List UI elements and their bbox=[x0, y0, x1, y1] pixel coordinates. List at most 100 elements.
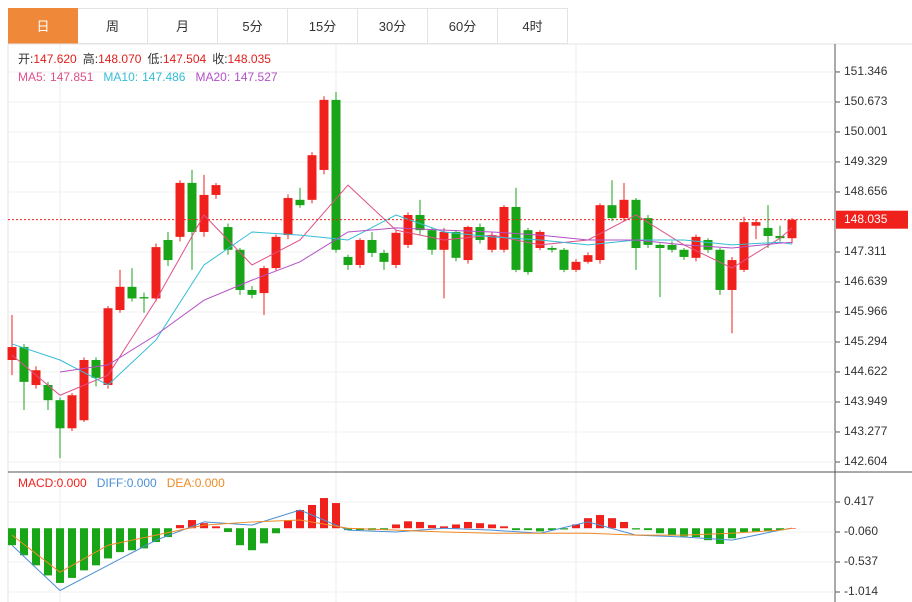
legend-name: MA5: bbox=[18, 70, 46, 84]
macd-bar bbox=[584, 518, 592, 529]
macd-bar bbox=[548, 528, 556, 531]
macd-bar bbox=[68, 528, 76, 578]
macd-bar bbox=[176, 525, 184, 529]
candle-body bbox=[787, 219, 797, 239]
y-tick-label: 147.311 bbox=[844, 244, 887, 258]
macd-bar bbox=[692, 528, 700, 538]
macd-bar bbox=[140, 528, 148, 549]
y-tick-label: -1.014 bbox=[844, 584, 878, 598]
macd-bar bbox=[248, 528, 256, 551]
y-tick-label: 144.622 bbox=[844, 364, 888, 378]
last-price-tag bbox=[836, 210, 908, 229]
candle-body bbox=[439, 231, 449, 250]
candle-body bbox=[523, 230, 533, 273]
macd-bar bbox=[512, 528, 520, 531]
candle-body bbox=[115, 286, 125, 311]
candle-body bbox=[43, 384, 53, 401]
legend-value: 147.851 bbox=[50, 70, 94, 84]
legend-value: 0.000 bbox=[127, 476, 157, 490]
candle-body bbox=[739, 222, 749, 270]
macd-bar bbox=[680, 528, 688, 537]
candle-body bbox=[775, 235, 785, 239]
candle-body bbox=[631, 199, 641, 249]
legend-name: DIFF: bbox=[97, 476, 127, 490]
y-tick-label: 151.346 bbox=[844, 64, 888, 78]
candle-body bbox=[319, 99, 329, 170]
candle-body bbox=[103, 308, 113, 385]
macd-bar bbox=[464, 521, 472, 529]
candle-body bbox=[463, 227, 473, 261]
candle-body bbox=[355, 239, 365, 265]
readout-value: 148.070 bbox=[98, 52, 142, 66]
macd-bar bbox=[644, 528, 652, 531]
candle-body bbox=[247, 289, 257, 295]
candle-body bbox=[139, 297, 149, 299]
macd-bar bbox=[200, 523, 208, 529]
readout-value: 147.620 bbox=[33, 52, 77, 66]
candle-body bbox=[187, 182, 197, 232]
y-tick-label: 145.294 bbox=[844, 334, 888, 348]
macd-bar bbox=[212, 526, 220, 529]
candle-body bbox=[307, 155, 317, 200]
macd-bar bbox=[128, 528, 136, 551]
macd-bar bbox=[104, 528, 112, 559]
candle-body bbox=[763, 227, 773, 236]
macd-bar bbox=[440, 526, 448, 529]
macd-bar bbox=[284, 520, 292, 529]
macd-bar bbox=[428, 525, 436, 529]
candle-body bbox=[79, 360, 89, 421]
candle-body bbox=[199, 194, 209, 232]
macd-bar bbox=[260, 528, 268, 544]
macd-bar bbox=[296, 509, 304, 529]
macd-bar bbox=[560, 528, 568, 530]
candle-body bbox=[487, 235, 497, 250]
macd-bar bbox=[608, 518, 616, 529]
macd-bar bbox=[764, 528, 772, 532]
y-tick-label: 143.277 bbox=[844, 424, 888, 438]
readout-name: 低: bbox=[147, 52, 162, 66]
macd-bar bbox=[716, 528, 724, 544]
last-price-label: 148.035 bbox=[844, 212, 888, 226]
candle-body bbox=[751, 222, 761, 226]
ohlc-readout: 开:147.620 高:148.070 低:147.504 收:148.035 bbox=[18, 51, 271, 66]
macd-bar bbox=[776, 528, 784, 531]
candle-body bbox=[163, 239, 173, 261]
macd-bar bbox=[752, 528, 760, 532]
y-tick-label: -0.060 bbox=[844, 524, 878, 538]
ma-readout: MA5: 147.851 MA10: 147.486 MA20: 147.527 bbox=[18, 70, 278, 84]
line-series bbox=[11, 184, 793, 396]
candle-body bbox=[367, 239, 377, 253]
candle-body bbox=[415, 214, 425, 231]
candle-body bbox=[379, 252, 389, 262]
macd-bar bbox=[80, 528, 88, 571]
candle-body bbox=[619, 199, 629, 219]
macd-bar bbox=[92, 528, 100, 566]
candle-body bbox=[451, 231, 461, 258]
line-series bbox=[11, 214, 793, 386]
candle-body bbox=[595, 205, 605, 261]
y-tick-label: 0.417 bbox=[844, 494, 874, 508]
candle-body bbox=[223, 227, 233, 250]
line-series bbox=[59, 227, 793, 373]
candle-body bbox=[295, 199, 305, 206]
candle-body bbox=[343, 256, 353, 265]
macd-bar bbox=[620, 521, 628, 529]
candle-body bbox=[31, 370, 41, 385]
candle-body bbox=[235, 249, 245, 290]
macd-bar bbox=[56, 528, 64, 583]
legend-name: MA20: bbox=[195, 70, 230, 84]
candle-body bbox=[283, 198, 293, 236]
y-tick-label: -0.537 bbox=[844, 554, 878, 568]
readout-value: 148.035 bbox=[228, 52, 272, 66]
macd-bar bbox=[308, 504, 316, 529]
candle-body bbox=[703, 239, 713, 250]
candle-body bbox=[211, 185, 221, 195]
line-series bbox=[11, 519, 793, 573]
candle-body bbox=[151, 247, 161, 299]
macd-bar bbox=[452, 524, 460, 529]
period-tab[interactable]: 日 bbox=[8, 8, 78, 44]
y-tick-label: 146.639 bbox=[844, 274, 888, 288]
macd-bar bbox=[404, 521, 412, 529]
macd-bar bbox=[188, 520, 196, 529]
macd-bar bbox=[44, 528, 52, 576]
